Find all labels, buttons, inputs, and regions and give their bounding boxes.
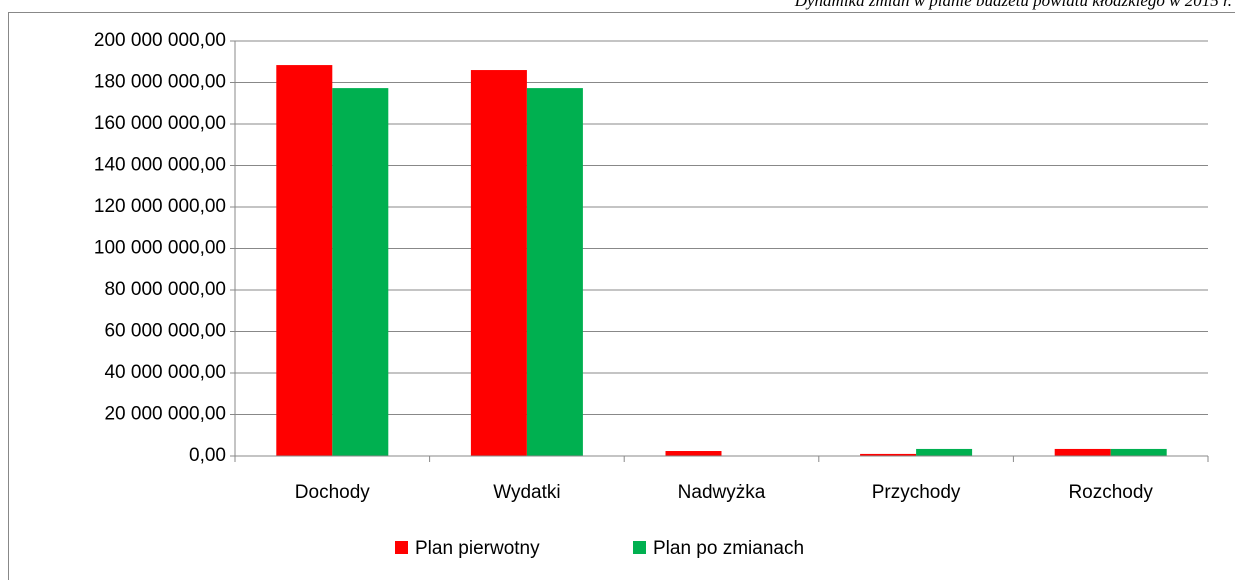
chart-frame (8, 12, 1235, 580)
bar (470, 70, 527, 457)
y-tick-label: 100 000 000,00 (94, 238, 226, 259)
y-tick-label: 60 000 000,00 (104, 321, 226, 342)
y-tick-label: 0,00 (189, 445, 226, 466)
x-tick-label: Dochody (295, 482, 370, 503)
y-tick-label: 120 000 000,00 (94, 196, 226, 217)
legend-swatch (633, 541, 646, 554)
bar (665, 451, 722, 456)
bar (860, 453, 917, 456)
x-tick-label: Nadwyżka (678, 482, 766, 503)
bar (1054, 448, 1111, 456)
x-tick-label: Wydatki (493, 482, 560, 503)
y-tick-label: 160 000 000,00 (94, 113, 226, 134)
bar (1110, 448, 1167, 456)
bar (276, 65, 333, 456)
bar (916, 448, 973, 456)
y-tick-label: 40 000 000,00 (104, 362, 226, 383)
y-tick-label: 200 000 000,00 (94, 30, 226, 51)
y-tick-label: 180 000 000,00 (94, 72, 226, 93)
legend-swatch (395, 541, 408, 554)
bar (526, 88, 583, 456)
y-tick-label: 20 000 000,00 (104, 404, 226, 425)
x-tick-label: Przychody (872, 482, 961, 503)
y-tick-label: 80 000 000,00 (104, 279, 226, 300)
legend-label: Plan pierwotny (415, 538, 540, 559)
legend-label: Plan po zmianach (653, 538, 804, 559)
x-tick-label: Rozchody (1068, 482, 1153, 503)
chart-title: Dynamika zmian w planie budżetu powiatu … (794, 0, 1232, 10)
bar (332, 88, 389, 456)
y-tick-label: 140 000 000,00 (94, 155, 226, 176)
